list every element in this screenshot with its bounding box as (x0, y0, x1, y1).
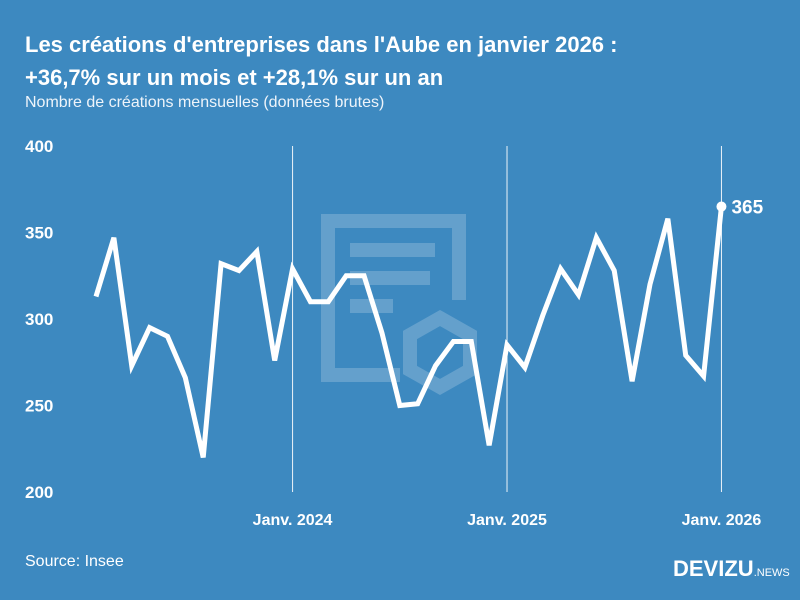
source-note: Source: Insee (25, 553, 124, 570)
last-point-marker (716, 201, 727, 212)
logo-main: DEVIZU (673, 556, 754, 581)
x-tick-label: Janv. 2024 (253, 512, 333, 529)
watermark-logo-icon (321, 214, 477, 396)
x-tick-label: Janv. 2025 (467, 512, 547, 529)
y-tick-label: 200 (25, 483, 53, 502)
y-tick-label: 350 (25, 224, 53, 243)
series-line (93, 206, 724, 458)
last-value-label: 365 (731, 198, 763, 219)
logo-suffix: .NEWS (753, 567, 790, 579)
devizu-logo: DEVIZU.NEWS (673, 556, 790, 582)
x-tick-label: Janv. 2026 (682, 512, 762, 529)
chart-subtitle: Nombre de créations mensuelles (données … (25, 94, 385, 111)
y-tick-label: 300 (25, 310, 53, 329)
y-tick-label: 250 (25, 397, 53, 416)
title-line-1: Les créations d'entreprises dans l'Aube … (25, 32, 618, 57)
chart-title: Les créations d'entreprises dans l'Aube … (25, 28, 795, 94)
title-line-2: +36,7% sur un mois et +28,1% sur un an (25, 65, 444, 90)
y-tick-label: 400 (25, 137, 53, 156)
